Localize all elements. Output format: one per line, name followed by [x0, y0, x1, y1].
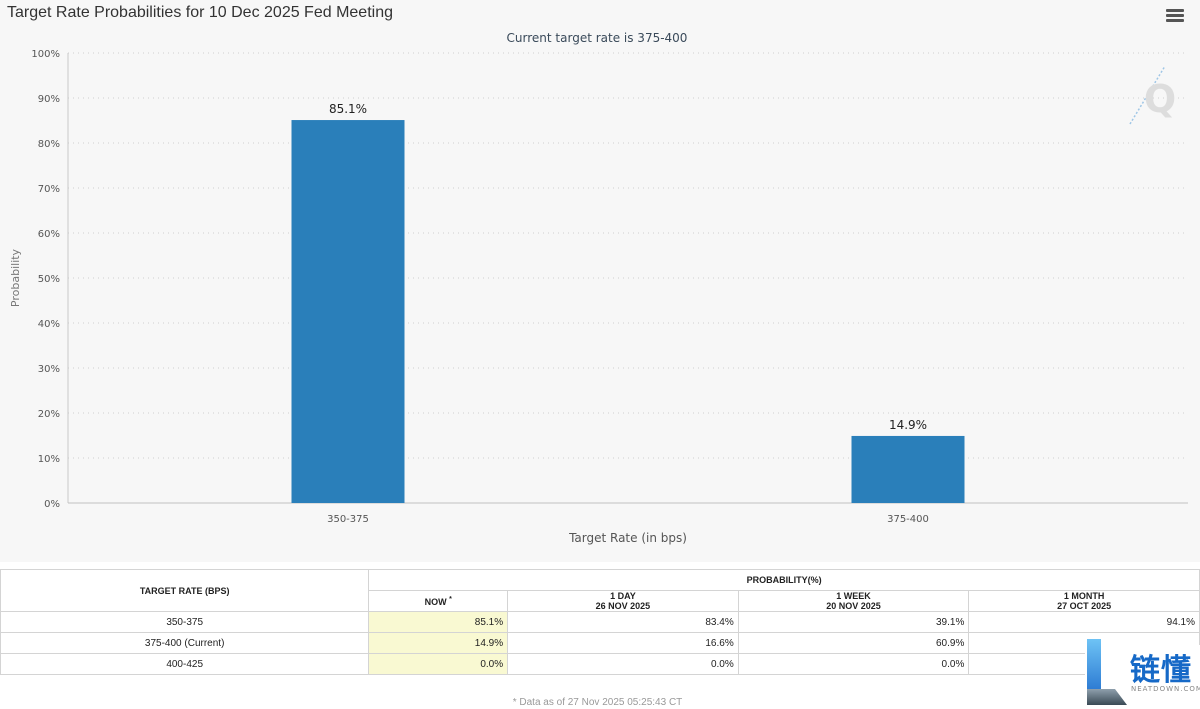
y-axis-label: Probability — [9, 248, 22, 307]
bar-value-label: 85.1% — [329, 102, 367, 116]
now-cell: 0.0% — [368, 653, 509, 675]
bar-value-label: 14.9% — [889, 418, 927, 432]
probability-table: TARGET RATE (BPS) PROBABILITY(%) NOW * 1… — [0, 569, 1200, 675]
header-1week: 1 WEEK 20 NOV 2025 — [737, 590, 970, 612]
watermark-en-text: NEATDOWN.COM — [1131, 685, 1200, 693]
y-tick-label: 70% — [38, 184, 60, 195]
probability-table-wrap: TARGET RATE (BPS) PROBABILITY(%) NOW * 1… — [0, 569, 1200, 709]
menu-bar — [1166, 14, 1184, 17]
x-tick-label: 350-375 — [327, 514, 369, 525]
bar-350-375 — [291, 120, 405, 504]
chart-panel: Target Rate Probabilities for 10 Dec 202… — [7, 4, 1188, 545]
table-row: 400-425 0.0% 0.0% 0.0% — [0, 653, 1200, 675]
watermark-l-stem — [1087, 639, 1101, 705]
data-timestamp-footnote: * Data as of 27 Nov 2025 05:25:43 CT — [512, 697, 683, 708]
one-week-cell: 60.9% — [737, 632, 970, 654]
one-day-cell: 16.6% — [507, 632, 739, 654]
header-1month-date: 27 OCT 2025 — [1057, 601, 1112, 611]
watermark-cn-text: 链懂 — [1130, 653, 1192, 688]
rate-cell: 350-375 — [0, 611, 370, 633]
header-1month-label: 1 MONTH — [1063, 591, 1105, 601]
y-tick-label: 20% — [38, 409, 60, 420]
chart-subtitle: Current target rate is 375-400 — [507, 31, 688, 45]
one-month-cell: 94.1% — [968, 611, 1200, 633]
table-row: 375-400 (Current) 14.9% 16.6% 60.9% — [0, 632, 1200, 654]
x-axis-label: Target Rate (in bps) — [568, 531, 687, 545]
header-now: NOW * — [368, 590, 509, 612]
one-week-cell: 0.0% — [737, 653, 970, 675]
x-tick-label: 375-400 — [887, 514, 929, 525]
rate-cell: 375-400 (Current) — [0, 632, 370, 654]
page-title: Target Rate Probabilities for 10 Dec 202… — [7, 4, 393, 21]
y-tick-label: 90% — [38, 94, 60, 105]
watermark-l-icon — [1085, 637, 1127, 707]
header-1week-label: 1 WEEK — [836, 591, 871, 601]
watermark-text: 链懂 NEATDOWN.COM — [1127, 645, 1200, 701]
header-1day: 1 DAY 26 NOV 2025 — [507, 590, 739, 612]
probability-bar-chart: Current target rate is 375-400 0% 10% 20% 30… — [9, 31, 1188, 545]
header-now-asterisk: * — [449, 596, 452, 603]
rate-cell: 400-425 — [0, 653, 370, 675]
header-probability: PROBABILITY(%) — [368, 569, 1200, 591]
watermark-l-foot — [1087, 689, 1127, 705]
y-tick-label: 10% — [38, 454, 60, 465]
now-cell: 14.9% — [368, 632, 509, 654]
header-now-label: NOW — [424, 597, 447, 607]
one-day-cell: 83.4% — [507, 611, 739, 633]
header-1day-date: 26 NOV 2025 — [595, 601, 651, 611]
y-tick-label: 100% — [31, 49, 60, 60]
y-tick-label: 40% — [38, 319, 60, 330]
header-1day-label: 1 DAY — [610, 591, 636, 601]
header-1month: 1 MONTH 27 OCT 2025 — [968, 590, 1200, 612]
menu-bar — [1166, 9, 1184, 12]
table-row: 350-375 85.1% 83.4% 39.1% 94.1% — [0, 611, 1200, 633]
menu-bar — [1166, 19, 1184, 22]
now-cell: 85.1% — [368, 611, 509, 633]
header-1week-date: 20 NOV 2025 — [826, 601, 881, 611]
header-target-rate: TARGET RATE (BPS) — [0, 569, 370, 612]
y-tick-label: 50% — [38, 274, 60, 285]
logo-stroke — [1129, 65, 1166, 125]
y-tick-label: 60% — [38, 229, 60, 240]
cme-logo-letter: Q — [1144, 77, 1176, 121]
y-tick-label: 30% — [38, 364, 60, 375]
y-tick-label: 80% — [38, 139, 60, 150]
one-week-cell: 39.1% — [737, 611, 970, 633]
hamburger-menu-icon[interactable] — [1166, 9, 1184, 25]
watermark-logo: 链懂 NEATDOWN.COM — [1085, 637, 1200, 709]
y-tick-label: 0% — [44, 499, 60, 510]
bar-375-400 — [851, 435, 965, 503]
one-day-cell: 0.0% — [507, 653, 739, 675]
